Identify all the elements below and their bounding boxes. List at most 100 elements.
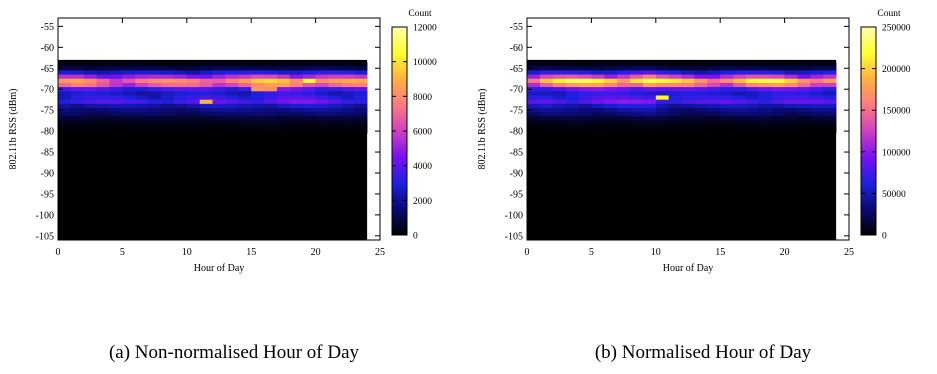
heatmap-cell [122, 74, 136, 80]
heatmap-cell [302, 129, 316, 134]
heatmap-cell [694, 108, 708, 113]
heatmap-cell [238, 78, 252, 84]
heatmap-cell [173, 124, 188, 130]
heatmap-cell [720, 99, 734, 105]
heatmap-cell [315, 129, 329, 134]
heatmap-cell [694, 70, 708, 75]
heatmap-cell [109, 120, 123, 126]
heatmap-cell [720, 129, 734, 134]
heatmap-cell [630, 124, 644, 130]
heatmap-cell [251, 78, 265, 84]
heatmap-cell [720, 116, 734, 121]
heatmap-cell [199, 124, 213, 130]
heatmap-cell [527, 87, 541, 92]
heatmap-cell [591, 99, 605, 105]
heatmap-cell [668, 120, 682, 126]
heatmap-cell [122, 112, 136, 117]
heatmap-cell [552, 87, 566, 92]
heatmap-cell [617, 61, 631, 67]
heatmap-cell [212, 99, 226, 105]
heatmap-cell [83, 129, 97, 134]
heatmap-cell [264, 74, 278, 80]
heatmap-cell [552, 95, 566, 100]
heatmap-cell [276, 103, 291, 109]
heatmap-cell [354, 61, 368, 67]
y-tick-label: -105 [36, 231, 54, 242]
heatmap-cell [527, 99, 541, 105]
heatmap-cell [96, 95, 110, 100]
heatmap-cell [578, 61, 592, 67]
heatmap-cell [199, 82, 213, 88]
heatmap-cell [539, 82, 554, 88]
heatmap-cell [797, 124, 811, 130]
heatmap-cell [694, 116, 708, 121]
heatmap-cell [109, 70, 123, 75]
heatmap-cell [758, 112, 773, 117]
heatmap-cell [784, 74, 798, 80]
heatmap-cell [238, 61, 252, 67]
heatmap-cell [552, 91, 566, 96]
y-tick-label: -85 [41, 148, 54, 159]
heatmap-cell [578, 78, 592, 84]
heatmap-cell [591, 95, 605, 100]
heatmap-cell [578, 82, 592, 88]
heatmap-cell [771, 108, 785, 113]
heatmap-cell [771, 124, 785, 130]
heatmap-cell [186, 99, 200, 105]
heatmap-cell [630, 74, 644, 80]
heatmap-cell [655, 70, 669, 75]
colorbar [860, 26, 877, 236]
heatmap-cell [527, 91, 541, 96]
heatmap-cell [733, 82, 747, 88]
heatmap-cell [148, 87, 162, 92]
heatmap-cell [276, 129, 291, 134]
heatmap-cell [341, 91, 355, 96]
heatmap-cell [58, 87, 72, 92]
heatmap-cell [341, 103, 355, 109]
heatmap-cell [135, 120, 149, 126]
heatmap-cell [58, 82, 72, 88]
heatmap-cell [276, 112, 291, 117]
heatmap-cell [302, 87, 316, 92]
heatmap-cell [694, 112, 708, 117]
y-tick-label: -100 [36, 210, 54, 221]
heatmap-cell [212, 120, 226, 126]
heatmap-cell [212, 74, 226, 80]
heatmap-cell [238, 108, 252, 113]
heatmap-cell [148, 91, 162, 96]
heatmap-cell [565, 95, 579, 100]
y-tick-label: -75 [41, 106, 54, 117]
heatmap-cell [784, 116, 798, 121]
heatmap-cell [96, 103, 110, 109]
heatmap-cell [122, 61, 136, 67]
heatmap-cell [578, 91, 592, 96]
heatmap-cell [552, 61, 566, 67]
heatmap-cell [565, 120, 579, 126]
heatmap-cell [539, 112, 554, 117]
heatmap-cell [604, 103, 618, 109]
x-axis-label: Hour of Day [194, 263, 245, 274]
heatmap-cell [109, 74, 123, 80]
heatmap-cell [539, 108, 554, 113]
heatmap-cell [161, 108, 175, 113]
heatmap-cell [58, 129, 72, 134]
heatmap-cell [797, 116, 811, 121]
heatmap-cell [527, 61, 541, 67]
heatmap-cell [539, 66, 554, 71]
heatmap-cell [655, 129, 669, 134]
heatmap-cell [758, 95, 773, 100]
heatmap-cell [784, 108, 798, 113]
heatmap-cell [289, 116, 304, 121]
heatmap-cell [668, 82, 682, 88]
x-tick-label: 25 [844, 247, 854, 258]
heatmap-cell [681, 87, 695, 92]
heatmap-cell [276, 95, 291, 100]
heatmap-cell [771, 116, 785, 121]
heatmap-cell [797, 78, 811, 84]
heatmap-cell [135, 95, 149, 100]
heatmap-cell [225, 78, 239, 84]
heatmap-cell [694, 74, 708, 80]
heatmap-cell [109, 116, 123, 121]
heatmap-cell [276, 91, 291, 96]
heatmap-cell [694, 120, 708, 126]
